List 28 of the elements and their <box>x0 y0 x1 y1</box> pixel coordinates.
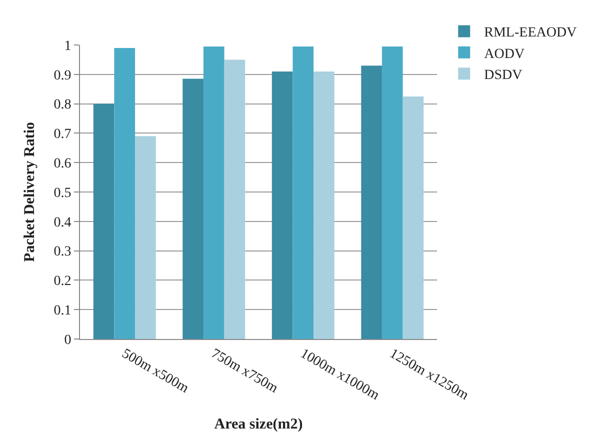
bar <box>93 104 114 339</box>
bar <box>224 60 246 339</box>
legend-label: DSDV <box>484 68 522 84</box>
bar <box>314 71 334 339</box>
bar <box>292 46 314 339</box>
y-tick-label: 0.6 <box>54 156 72 172</box>
y-tick-label: 0.3 <box>54 244 72 260</box>
y-tick-label: 0.1 <box>54 304 72 318</box>
y-tick-label: 0.9 <box>54 68 72 84</box>
legend-label: RML-EEAODV <box>484 26 577 41</box>
legend-label: AODV <box>484 46 525 62</box>
y-axis-title: Packet Delivery Ratio <box>22 122 38 262</box>
bar <box>182 78 204 339</box>
bar <box>382 46 403 339</box>
y-tick-label: 0.5 <box>54 186 72 201</box>
bar <box>135 136 156 339</box>
y-tick-label: 0.7 <box>54 127 72 142</box>
y-tick-label: 0.8 <box>54 98 72 113</box>
bar <box>272 71 293 339</box>
bar <box>402 96 424 339</box>
y-tick-label: 0 <box>64 332 72 348</box>
bar <box>203 46 224 339</box>
bar <box>114 48 136 339</box>
x-axis-title: Area size(m2) <box>214 416 303 433</box>
y-tick-label: 0.2 <box>54 274 72 290</box>
bar <box>361 66 382 339</box>
y-tick-label: 1 <box>64 38 72 54</box>
y-tick-label: 0.4 <box>54 215 72 230</box>
